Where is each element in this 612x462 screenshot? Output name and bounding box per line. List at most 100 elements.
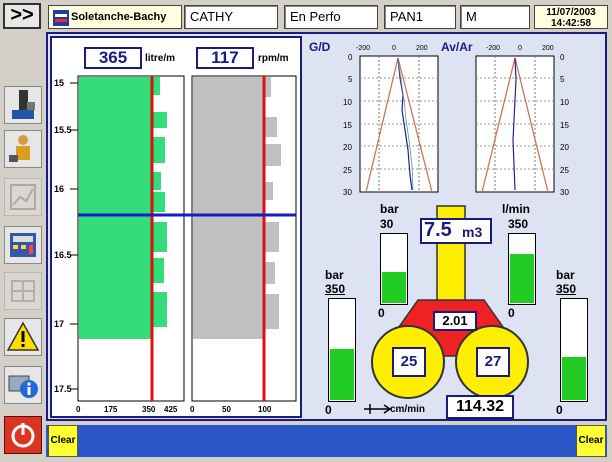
lateral-deviation-plot: -200 0 200 0 5 10 15 20 25 30 xyxy=(343,45,439,197)
pressure-right-min: 0 xyxy=(556,403,563,417)
volume-unit: m3 xyxy=(462,224,483,240)
chart-icon xyxy=(10,184,36,210)
pressure-left-fill xyxy=(330,349,354,400)
drill-rig-icon xyxy=(12,90,35,119)
flow-value-box: 365 xyxy=(84,47,142,69)
pressure-right-unit: bar xyxy=(556,268,575,282)
depth-tick-label: 17.5 xyxy=(54,384,72,394)
tolerance-line xyxy=(481,57,516,193)
footer-bar xyxy=(46,425,607,457)
power-icon xyxy=(11,423,35,448)
left-wheel-value: 25 xyxy=(392,347,426,377)
nav-button[interactable]: >> xyxy=(3,3,41,29)
x-tick: -200 xyxy=(486,45,500,52)
deviation-trace xyxy=(512,57,517,191)
flow-mid-min: 0 xyxy=(508,306,515,320)
brand-logo-icon xyxy=(53,10,69,26)
calculator-icon xyxy=(10,233,36,257)
x-tick: -200 xyxy=(356,45,370,52)
panel-field: PAN1 xyxy=(384,5,456,29)
deviation-trace xyxy=(397,57,413,191)
power-button[interactable] xyxy=(4,416,42,454)
y-tick: 10 xyxy=(343,98,352,107)
pressure-mid-min: 0 xyxy=(378,306,385,320)
y-tick: 15 xyxy=(560,121,569,130)
deviation-plots: -200 0 200 0 5 10 15 20 25 30 -200 0 200 xyxy=(343,45,569,197)
depth-chart: 15 15.5 16 16.5 17 17.5 0 175 350 425 xyxy=(54,75,297,414)
rotation-axis-tick: 100 xyxy=(258,405,272,414)
status-field: En Perfo xyxy=(284,5,378,29)
depth-tick-label: 16 xyxy=(54,184,64,194)
depth-tick-label: 15.5 xyxy=(54,125,72,135)
rotation-axis-tick: 0 xyxy=(190,405,195,414)
pressure-right-gauge xyxy=(560,298,588,402)
speed-unit: cm/min xyxy=(390,404,426,415)
flow-mid-gauge xyxy=(508,233,536,305)
calculator-button[interactable] xyxy=(4,226,42,264)
brand-bar: Soletanche-Bachy xyxy=(48,5,182,29)
center-value-box: 2.01 xyxy=(433,311,477,331)
brand-name: Soletanche-Bachy xyxy=(71,11,167,23)
pressure-left-max: 350 xyxy=(325,282,346,296)
longitudinal-deviation-title: Av/Ar xyxy=(441,40,473,54)
pressure-mid-fill xyxy=(382,272,406,303)
grid-icon xyxy=(11,280,35,302)
chart-button[interactable] xyxy=(4,178,42,216)
flow-mid-fill xyxy=(510,254,534,303)
datetime-box: 11/07/2003 14:42:58 xyxy=(534,5,608,29)
depth-tick-label: 16.5 xyxy=(54,250,72,260)
flow-unit: litre/m xyxy=(145,53,176,64)
time-text: 14:42:58 xyxy=(550,18,592,29)
clear-right-button[interactable]: Clear xyxy=(576,425,606,457)
y-tick: 10 xyxy=(560,98,569,107)
pressure-right-fill xyxy=(562,357,586,400)
y-tick: 30 xyxy=(343,188,352,197)
pressure-mid-max: 30 xyxy=(380,217,394,231)
x-tick: 0 xyxy=(392,45,396,52)
mode-field: M xyxy=(460,5,530,29)
flow-mid-max: 350 xyxy=(508,217,529,231)
info-button[interactable] xyxy=(4,366,42,404)
rotation-axis-tick: 50 xyxy=(222,405,231,414)
y-tick: 20 xyxy=(343,143,352,152)
depth-tick-label: 15 xyxy=(54,78,64,88)
flow-axis-tick: 175 xyxy=(104,405,118,414)
y-tick: 0 xyxy=(348,53,353,62)
y-tick: 20 xyxy=(560,143,569,152)
y-tick: 15 xyxy=(343,121,352,130)
x-tick: 0 xyxy=(518,45,522,52)
pressure-mid-gauge xyxy=(380,233,408,305)
flow-mid-unit: l/min xyxy=(502,202,531,216)
depth-tick-label: 17 xyxy=(54,319,64,329)
y-tick: 25 xyxy=(343,166,352,175)
pressure-left-unit: bar xyxy=(325,268,344,282)
flow-fill xyxy=(79,77,153,339)
worker-icon xyxy=(9,135,30,162)
pressure-right-max: 350 xyxy=(556,282,577,296)
warning-icon xyxy=(6,321,40,351)
rotation-fill xyxy=(193,77,265,339)
pressure-left-gauge xyxy=(328,298,356,402)
speed-arrow-icon xyxy=(364,404,392,414)
grid-button[interactable] xyxy=(4,272,42,310)
drill-rig-button[interactable] xyxy=(4,86,42,124)
rotation-unit: rpm/m xyxy=(258,53,289,64)
clear-left-button[interactable]: Clear xyxy=(48,425,78,457)
info-icon xyxy=(8,375,38,398)
flow-fluctuation xyxy=(153,77,167,327)
y-tick: 30 xyxy=(560,188,569,197)
warning-button[interactable] xyxy=(4,318,42,356)
y-tick: 5 xyxy=(348,75,353,84)
date-text: 11/07/2003 xyxy=(546,7,596,18)
flow-axis-tick: 350 xyxy=(142,405,156,414)
right-wheel-value: 27 xyxy=(476,347,510,377)
volume-box xyxy=(420,218,492,244)
flow-axis-tick: 0 xyxy=(76,405,81,414)
y-tick: 5 xyxy=(560,75,565,84)
deviation-trace-alt xyxy=(397,57,414,191)
y-tick: 0 xyxy=(560,53,565,62)
lateral-deviation-title: G/D xyxy=(309,40,331,54)
worker-button[interactable] xyxy=(4,130,42,168)
tolerance-line xyxy=(365,57,399,193)
longitudinal-deviation-plot: -200 0 200 0 5 10 15 20 25 30 xyxy=(475,45,569,197)
